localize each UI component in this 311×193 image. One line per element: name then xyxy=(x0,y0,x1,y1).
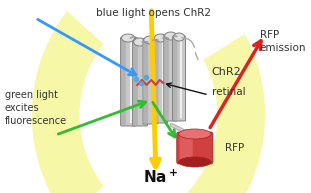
FancyBboxPatch shape xyxy=(143,40,148,124)
Ellipse shape xyxy=(155,34,166,42)
Text: retinal: retinal xyxy=(211,87,245,97)
FancyBboxPatch shape xyxy=(173,36,186,121)
FancyBboxPatch shape xyxy=(177,132,213,164)
FancyBboxPatch shape xyxy=(133,41,138,125)
FancyBboxPatch shape xyxy=(154,37,167,123)
Text: RFP
emission: RFP emission xyxy=(260,30,306,53)
FancyBboxPatch shape xyxy=(121,37,126,125)
Text: blue light opens ChR2: blue light opens ChR2 xyxy=(95,8,211,18)
FancyBboxPatch shape xyxy=(173,36,177,120)
Ellipse shape xyxy=(144,36,157,44)
FancyBboxPatch shape xyxy=(154,37,159,123)
Ellipse shape xyxy=(165,32,177,40)
FancyBboxPatch shape xyxy=(133,41,147,126)
FancyBboxPatch shape xyxy=(164,35,178,121)
Text: RFP: RFP xyxy=(225,143,244,153)
Text: ChR2: ChR2 xyxy=(211,67,241,77)
FancyBboxPatch shape xyxy=(143,39,158,124)
Ellipse shape xyxy=(179,129,211,139)
Ellipse shape xyxy=(122,34,135,42)
FancyBboxPatch shape xyxy=(121,37,136,126)
Ellipse shape xyxy=(179,157,211,167)
Wedge shape xyxy=(182,35,264,193)
FancyBboxPatch shape xyxy=(164,36,169,120)
Wedge shape xyxy=(32,12,103,193)
Text: $\mathbf{Na^+}$: $\mathbf{Na^+}$ xyxy=(143,169,178,186)
Ellipse shape xyxy=(174,33,185,41)
FancyBboxPatch shape xyxy=(179,135,193,161)
Text: green light
excites
fluorescence: green light excites fluorescence xyxy=(5,90,67,126)
Ellipse shape xyxy=(134,38,146,46)
